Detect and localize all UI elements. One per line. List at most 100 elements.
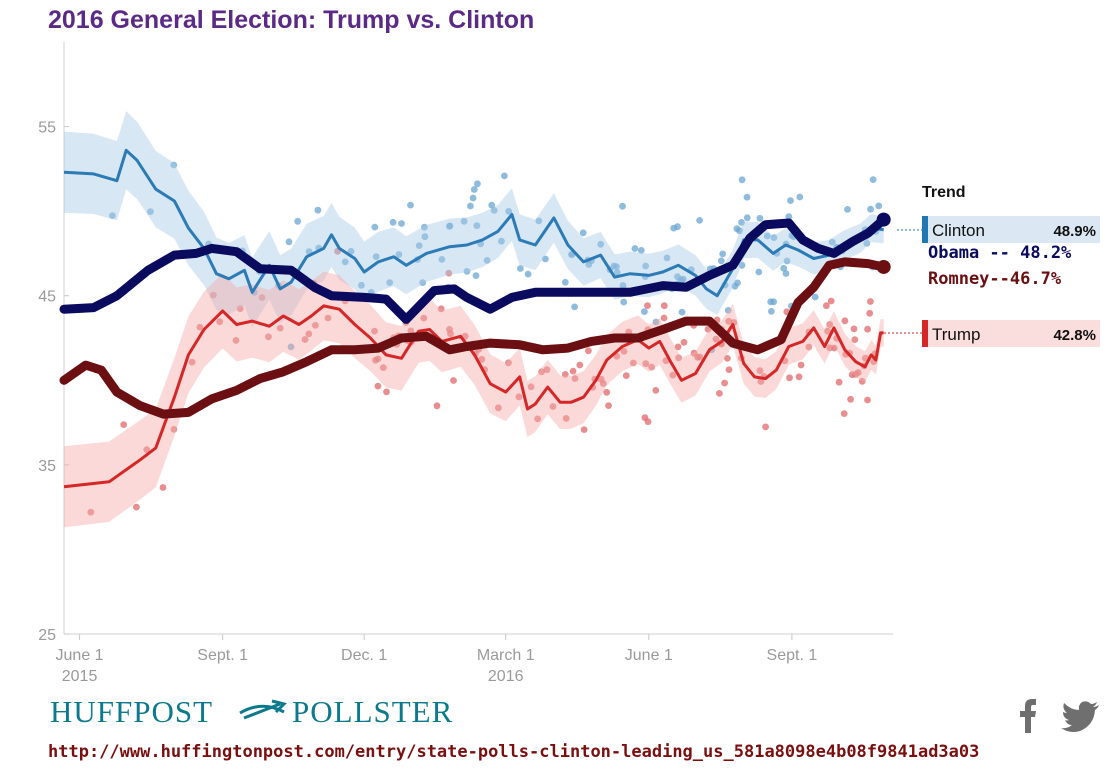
poll-dot: [374, 382, 382, 390]
romney-overlay-line: [59, 257, 889, 419]
poll-dot: [724, 307, 732, 314]
poll-dot: [580, 426, 588, 433]
poll-dot: [236, 305, 244, 312]
poll-dot: [830, 344, 838, 352]
poll-dot: [620, 348, 628, 355]
poll-dot: [398, 220, 405, 227]
poll-dot: [324, 314, 332, 322]
poll-dot: [505, 359, 512, 367]
poll-dot: [597, 240, 605, 248]
poll-dot: [641, 308, 648, 315]
poll-dot: [848, 371, 856, 379]
poll-dot: [437, 305, 445, 313]
x-tick-label: Dec. 1: [341, 647, 387, 664]
poll-dot: [445, 269, 453, 277]
poll-dot: [780, 264, 788, 272]
poll-dot: [395, 251, 403, 258]
poll-dot: [660, 314, 668, 322]
legend-trump-swatch: [922, 320, 928, 347]
poll-dot: [850, 325, 858, 333]
poll-dot: [864, 396, 871, 404]
source-url[interactable]: http://www.huffingtonpost.com/entry/stat…: [48, 742, 979, 762]
poll-dot: [783, 257, 791, 265]
poll-dot: [433, 402, 441, 410]
poll-dot: [733, 225, 741, 233]
poll-dot: [463, 268, 471, 275]
poll-dot: [827, 297, 835, 305]
poll-dot: [505, 208, 513, 215]
poll-dot: [534, 415, 541, 423]
poll-dot: [535, 217, 543, 225]
poll-dot: [725, 317, 733, 325]
poll-dot: [374, 355, 382, 363]
poll-dot: [725, 366, 733, 373]
poll-dot: [415, 242, 423, 250]
poll-dot: [648, 363, 655, 371]
legend-clinton-value: 48.9%: [1053, 223, 1096, 240]
poll-dot: [738, 261, 746, 269]
facebook-icon[interactable]: [1020, 699, 1036, 733]
axes: [63, 42, 893, 640]
poll-dot: [678, 308, 686, 316]
poll-dot: [470, 186, 478, 193]
poll-dot: [712, 335, 720, 343]
poll-dot: [524, 270, 532, 278]
poll-dot: [472, 272, 480, 279]
poll-dot: [866, 309, 874, 317]
poll-dot: [762, 423, 769, 431]
poll-dot: [170, 426, 178, 433]
poll-dot: [232, 337, 240, 344]
poll-dot: [495, 404, 502, 412]
trend-bands: [64, 111, 884, 528]
poll-dot: [613, 269, 621, 276]
x-tick-label: Sept. 1: [767, 647, 818, 664]
poll-dot: [585, 347, 592, 355]
poll-dot: [561, 278, 569, 286]
poll-dot: [209, 291, 217, 299]
x-tick-label: March 1: [477, 647, 535, 664]
poll-dot: [696, 353, 704, 361]
poll-dot: [867, 298, 874, 305]
poll-dot: [622, 372, 630, 379]
poll-dot: [314, 206, 322, 214]
x-tick-label: June 1: [56, 647, 104, 664]
trump-confidence-band: [64, 271, 884, 528]
poll-dot: [579, 229, 587, 237]
poll-dot: [407, 327, 415, 335]
poll-dot: [467, 202, 474, 210]
poll-dot: [677, 276, 684, 284]
poll-dot: [875, 202, 883, 210]
poll-dot: [669, 371, 677, 379]
poll-dot: [738, 176, 746, 184]
poll-dot: [450, 377, 457, 384]
poll-dot: [133, 503, 140, 511]
obama-overlay-line: [59, 215, 889, 324]
poll-dot: [483, 257, 491, 264]
poll-dot: [631, 245, 639, 252]
poll-dot: [515, 393, 523, 401]
legend-clinton-band: [922, 216, 1100, 243]
poll-dot: [675, 354, 682, 362]
y-tick-label: 45: [38, 289, 56, 306]
poll-dot: [782, 270, 790, 277]
poll-dot: [258, 294, 266, 301]
poll-dot: [170, 161, 178, 169]
poll-dot: [674, 343, 682, 351]
poll-dot: [620, 298, 628, 306]
poll-dot: [517, 265, 524, 272]
poll-dot: [301, 336, 309, 343]
logo-pollster: POLLSTER: [292, 694, 453, 729]
poll-dot: [421, 233, 429, 241]
poll-dot: [571, 303, 578, 311]
poll-dot: [87, 508, 95, 516]
poll-dot: [637, 247, 645, 254]
poll-dot: [371, 327, 378, 335]
twitter-icon[interactable]: [1061, 701, 1099, 732]
poll-dot: [680, 338, 688, 346]
poll-dot: [159, 484, 167, 491]
poll-dot: [312, 321, 319, 329]
poll-dot: [305, 330, 313, 338]
poll-dot: [840, 410, 848, 417]
poll-dot: [851, 336, 859, 343]
poll-dot: [652, 318, 660, 326]
